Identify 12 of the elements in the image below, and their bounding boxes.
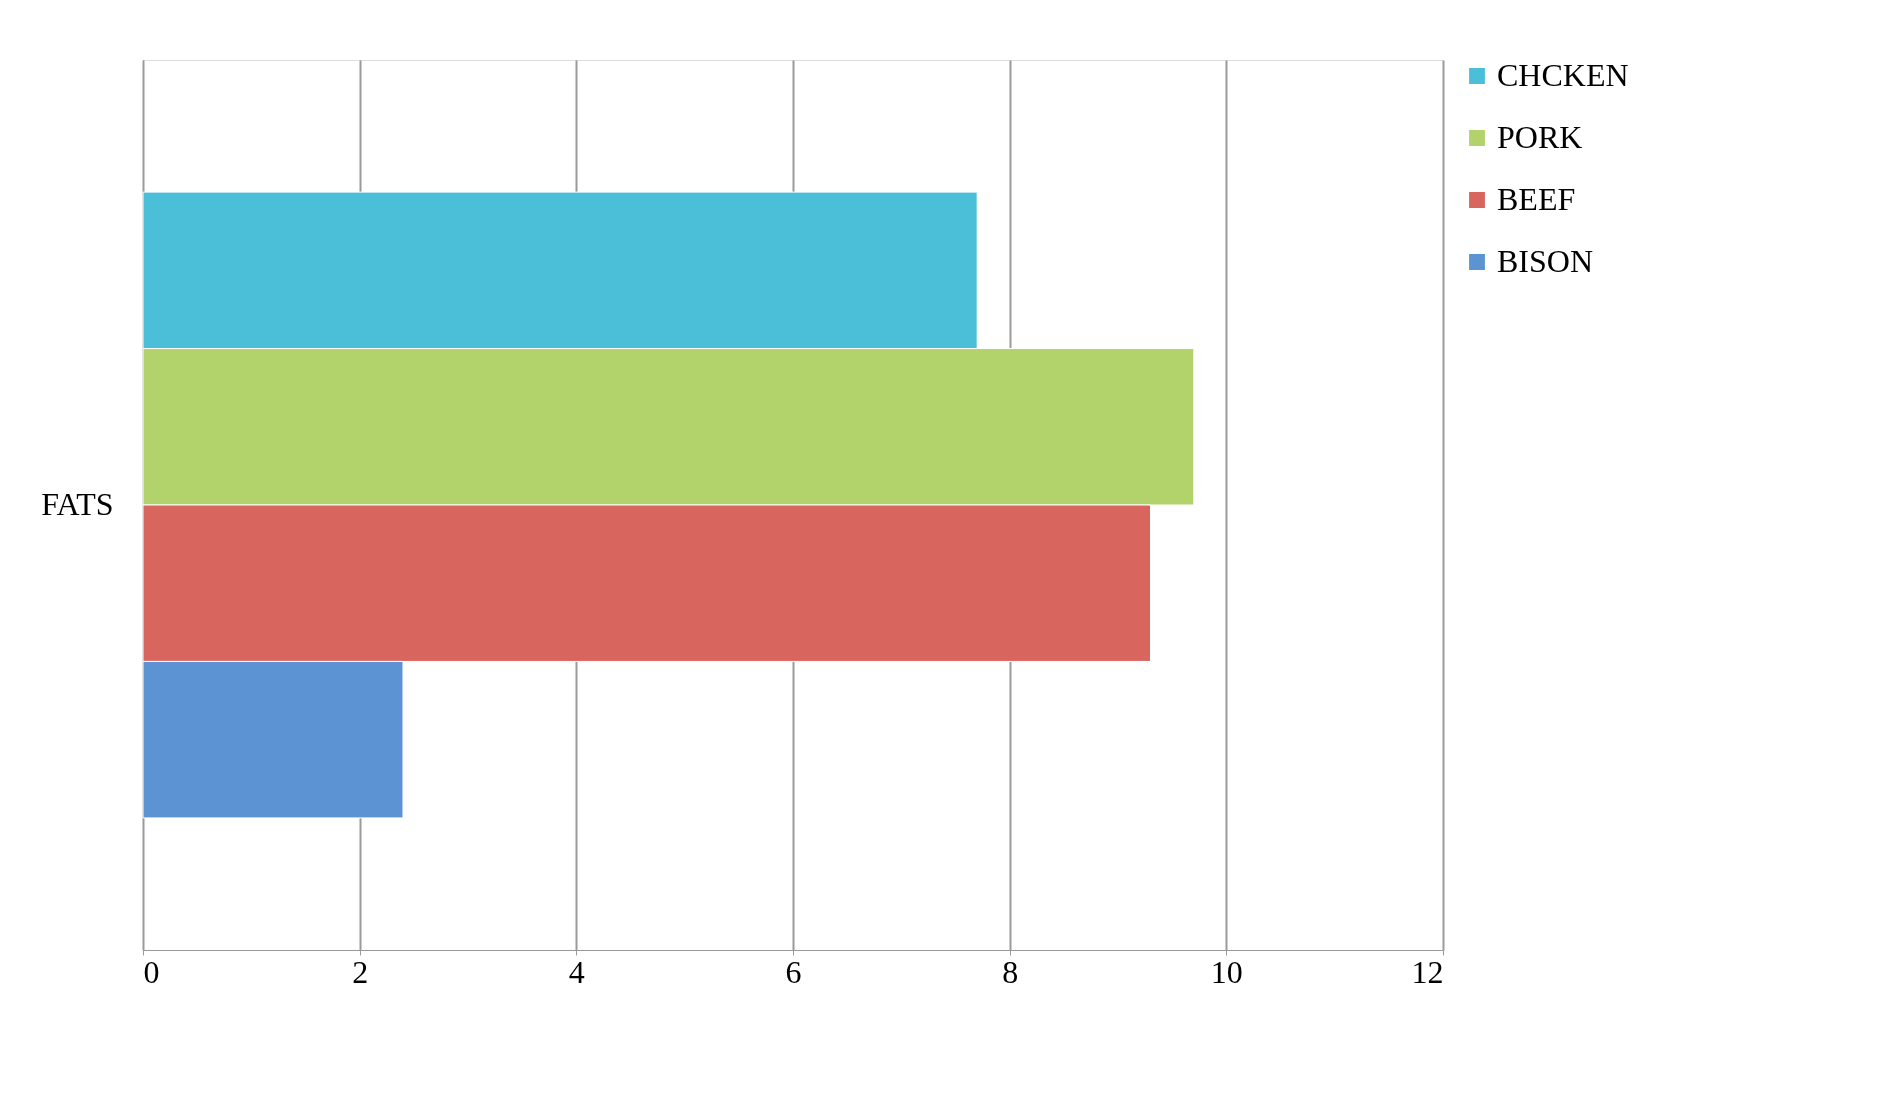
legend-label: CHCKEN (1497, 57, 1629, 93)
legend-label: PORK (1497, 119, 1583, 155)
x-tick-label: 6 (785, 953, 802, 990)
x-tick-label: 8 (1002, 953, 1019, 990)
x-tick-label: 12 (1411, 953, 1444, 990)
legend-label: BEEF (1497, 181, 1576, 217)
legend-label: BISON (1497, 243, 1594, 279)
y-tick-label: FATS (41, 486, 114, 522)
x-tick-label: 0 (143, 953, 160, 990)
x-tick-label: 2 (352, 953, 369, 990)
x-tick-label: 10 (1210, 953, 1243, 990)
x-tick-label: 4 (568, 953, 585, 990)
